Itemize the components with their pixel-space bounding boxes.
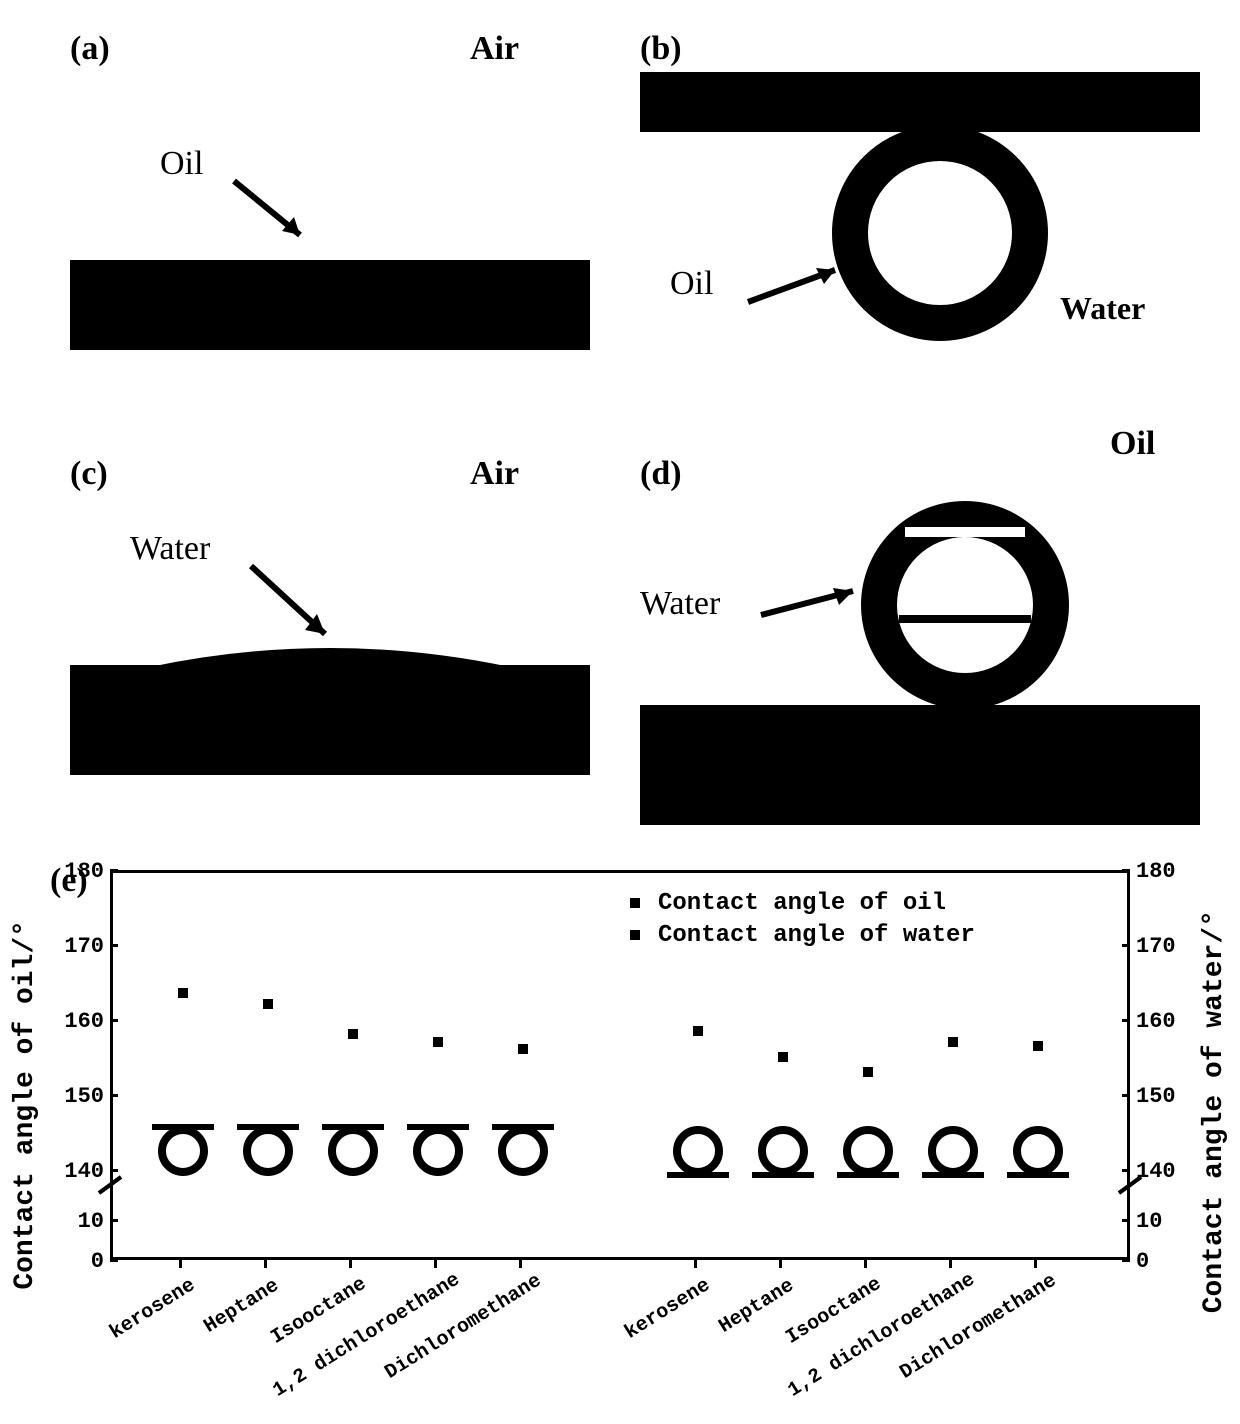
droplet-glyph-icon <box>486 1117 560 1185</box>
ytick-left: 160 <box>64 1009 104 1034</box>
chart-data-point <box>263 999 273 1009</box>
ytick-mark <box>1122 1094 1130 1097</box>
xtick-mark <box>694 1260 697 1268</box>
xtick-mark <box>434 1260 437 1268</box>
panel-a-label: (a) <box>70 30 110 68</box>
xtick-mark <box>264 1260 267 1268</box>
ytick-right: 160 <box>1136 1009 1176 1034</box>
chart-data-point <box>778 1052 788 1062</box>
ytick-mark <box>1122 869 1130 872</box>
ytick-mark <box>110 1169 118 1172</box>
x-category-label: kerosene <box>621 1274 715 1344</box>
droplet-glyph-icon <box>916 1117 990 1185</box>
legend-text: Contact angle of oil <box>658 890 946 917</box>
chart-data-point <box>693 1026 703 1036</box>
chart-data-point <box>433 1037 443 1047</box>
panel-d: (d) Oil Water <box>640 455 1200 825</box>
xtick-mark <box>519 1260 522 1268</box>
panel-b-annotation: Oil <box>670 265 713 303</box>
legend-item: Contact angle of water <box>630 922 975 949</box>
legend-text: Contact angle of water <box>658 922 975 949</box>
y-axis-right-label: Contact angle of water/° <box>1199 910 1230 1313</box>
ytick-mark <box>110 1219 118 1222</box>
ytick-mark <box>110 1094 118 1097</box>
ytick-right: 170 <box>1136 934 1176 959</box>
droplet-glyph-icon <box>746 1117 820 1185</box>
ytick-mark <box>1122 1169 1130 1172</box>
panel-c-annotation: Water <box>130 530 210 568</box>
chart-data-point <box>948 1037 958 1047</box>
chart-data-point <box>518 1044 528 1054</box>
ytick-left: 150 <box>64 1084 104 1109</box>
legend-marker-icon <box>630 898 640 908</box>
xtick-mark <box>949 1260 952 1268</box>
droplet-glyph-icon <box>231 1117 305 1185</box>
legend-marker-icon <box>630 930 640 940</box>
ytick-right: 10 <box>1136 1209 1176 1234</box>
xtick-mark <box>179 1260 182 1268</box>
xtick-mark <box>864 1260 867 1268</box>
axis-break-icon <box>1117 1173 1143 1197</box>
ytick-left: 180 <box>64 859 104 884</box>
panel-a: (a) Air Oil <box>70 30 590 350</box>
panel-c-bulge <box>70 637 590 667</box>
panel-e-chart: (e) Contact angle of oil/° Contact angle… <box>60 870 1180 1400</box>
arrow-icon <box>228 175 318 250</box>
droplet-glyph-icon <box>401 1117 475 1185</box>
ytick-right: 0 <box>1136 1249 1176 1274</box>
ytick-mark <box>1122 1019 1130 1022</box>
chart-data-point <box>1033 1041 1043 1051</box>
panel-c-env: Air <box>470 455 519 493</box>
panel-b: (b) Oil Water <box>640 30 1200 360</box>
panel-d-droplet <box>855 495 1075 715</box>
x-category-label: kerosene <box>106 1274 200 1344</box>
panel-d-env: Oil <box>1110 425 1155 463</box>
droplet-glyph-icon <box>831 1117 905 1185</box>
xtick-mark <box>1034 1260 1037 1268</box>
panel-c-label: (c) <box>70 455 108 493</box>
ytick-mark <box>1122 944 1130 947</box>
ytick-mark <box>1122 1259 1130 1262</box>
droplet-glyph-icon <box>316 1117 390 1185</box>
chart-plot-area <box>110 870 1130 1260</box>
y-axis-left-label: Contact angle of oil/° <box>10 920 41 1290</box>
group-label: Underwater <box>280 712 436 742</box>
ytick-mark <box>110 944 118 947</box>
panel-d-annotation: Water <box>640 585 720 623</box>
chart-data-point <box>863 1067 873 1077</box>
panel-d-label: (d) <box>640 455 682 493</box>
chart-data-point <box>348 1029 358 1039</box>
chart-data-point <box>178 988 188 998</box>
arrow-icon <box>755 585 865 625</box>
ytick-left: 10 <box>64 1209 104 1234</box>
droplet-glyph-icon <box>1001 1117 1075 1185</box>
group-label: Underoil <box>809 712 934 742</box>
axis-break-icon <box>97 1173 123 1197</box>
arrow-icon <box>740 262 850 312</box>
panel-a-annotation: Oil <box>160 145 203 183</box>
ytick-mark <box>110 1019 118 1022</box>
legend-item: Contact angle of oil <box>630 890 946 917</box>
ytick-mark <box>110 869 118 872</box>
ytick-mark <box>1122 1219 1130 1222</box>
xtick-mark <box>779 1260 782 1268</box>
panel-b-droplet <box>825 118 1055 348</box>
ytick-right: 150 <box>1136 1084 1176 1109</box>
xtick-mark <box>349 1260 352 1268</box>
panel-a-surface <box>70 260 590 350</box>
ytick-mark <box>110 1259 118 1262</box>
panel-b-env: Water <box>1060 290 1145 327</box>
ytick-left: 170 <box>64 934 104 959</box>
droplet-glyph-icon <box>146 1117 220 1185</box>
ytick-right: 180 <box>1136 859 1176 884</box>
droplet-glyph-icon <box>661 1117 735 1185</box>
ytick-left: 0 <box>64 1249 104 1274</box>
panel-b-label: (b) <box>640 30 682 68</box>
panel-a-env: Air <box>470 30 519 68</box>
